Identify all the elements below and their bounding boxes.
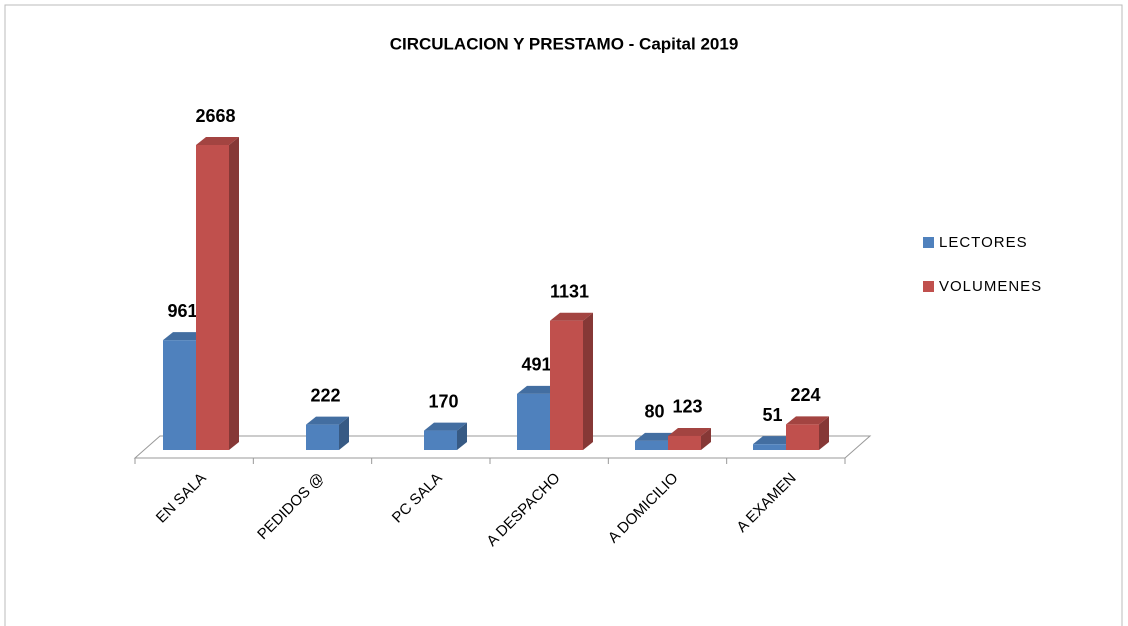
value-label: 1131 [550, 281, 589, 301]
value-label: 80 [644, 402, 664, 422]
chart-title: CIRCULACION Y PRESTAMO - Capital 2019 [390, 34, 739, 53]
bar-top [786, 416, 829, 425]
bar [196, 145, 229, 450]
bar [786, 424, 819, 450]
value-label: 123 [672, 397, 702, 417]
bar [668, 435, 701, 450]
bar [517, 393, 550, 450]
legend-label: LECTORES [939, 234, 1028, 251]
bar-top [753, 436, 796, 445]
bar-top [517, 385, 560, 394]
value-label: 51 [762, 405, 782, 425]
bar [306, 424, 339, 450]
bar-top [306, 416, 349, 425]
legend-label: VOLUMENES [939, 278, 1042, 295]
bar [424, 430, 457, 450]
bar-top [668, 427, 711, 436]
value-label: 170 [428, 391, 458, 411]
bar [753, 444, 786, 450]
bar-top [163, 332, 206, 341]
value-label: 2668 [195, 106, 235, 126]
value-label: 491 [521, 355, 551, 375]
bar [635, 440, 668, 450]
value-label: 224 [790, 385, 820, 405]
value-label: 961 [167, 301, 197, 321]
bar-side [701, 427, 711, 450]
value-label: 222 [310, 385, 340, 405]
legend-swatch [923, 237, 934, 248]
bar-side [339, 416, 349, 450]
bar-side [583, 312, 593, 450]
bar-top [635, 432, 678, 441]
bar-top [196, 137, 239, 145]
legend-swatch [923, 281, 934, 292]
bar-side [229, 137, 239, 450]
bar [550, 320, 583, 450]
bar-side [457, 422, 467, 450]
bar [163, 340, 196, 450]
bar-top [550, 312, 593, 321]
bar-top [424, 422, 467, 431]
bar-side [819, 416, 829, 450]
